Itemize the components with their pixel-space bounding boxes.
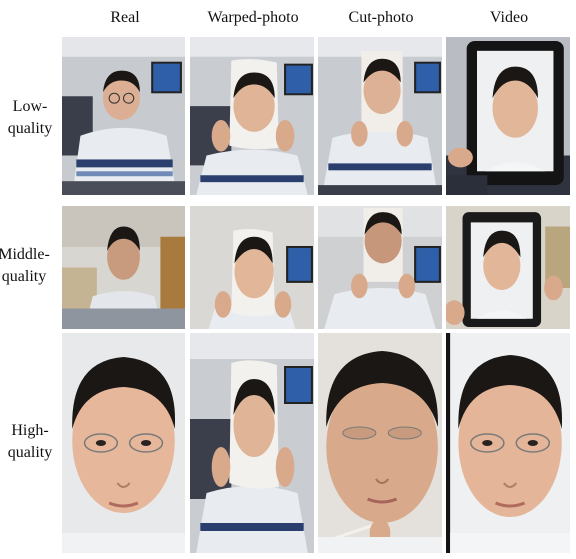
- photo-low-cut: [318, 37, 442, 195]
- column-header-video: Video: [489, 9, 529, 26]
- row-label-high-quality: High- quality: [0, 420, 60, 464]
- row-label-low-quality: Low- quality: [0, 96, 60, 140]
- photo-low-warped: [190, 37, 314, 195]
- row-label-line: High-: [11, 422, 49, 439]
- row-label-line: Middle-: [0, 246, 50, 263]
- column-header-cut-photo: Cut-photo: [348, 9, 414, 26]
- column-header-warped-photo: Warped-photo: [207, 9, 299, 26]
- row-label-line: quality: [7, 444, 53, 461]
- photo-low-real: [62, 37, 185, 195]
- photo-middle-video: [446, 206, 570, 329]
- photo-middle-real: [62, 206, 185, 329]
- photo-high-real: [62, 333, 185, 553]
- column-header-real: Real: [110, 9, 140, 26]
- row-label-line: Low-: [12, 98, 48, 115]
- photo-high-cut: [318, 333, 442, 553]
- photo-low-video: [446, 37, 570, 195]
- row-label-middle-quality: Middle- quality: [0, 244, 54, 288]
- photo-middle-cut: [318, 206, 442, 329]
- photo-middle-warped: [190, 206, 314, 329]
- row-label-line: quality: [1, 268, 47, 285]
- row-label-line: quality: [7, 120, 53, 137]
- photo-high-warped: [190, 333, 314, 553]
- photo-high-video: [446, 333, 570, 553]
